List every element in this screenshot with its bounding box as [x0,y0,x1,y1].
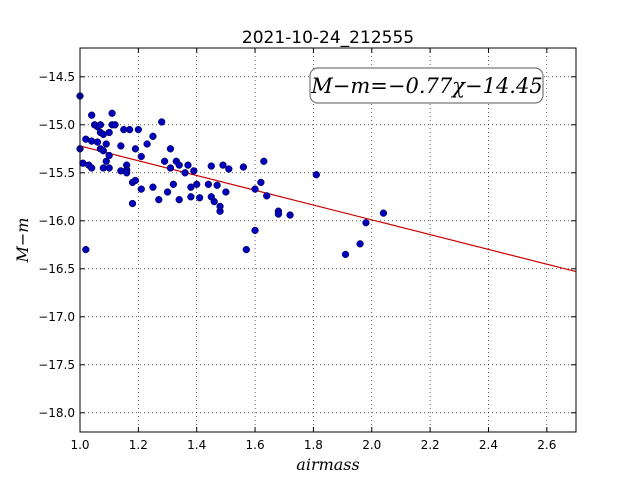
data-point [93,138,102,146]
y-tick-labels: −14.5 −15.0 −15.5 −16.0 −16.5 −17.0 −17.5 −18.0 [38,70,75,420]
annotation-box [309,67,544,104]
data-point [128,199,137,208]
x-tick-label: 1.2 [129,438,148,452]
data-point [163,188,172,196]
data-point [379,209,388,217]
data-point [108,109,116,117]
data-point [193,180,201,188]
data-point [274,210,283,218]
data-point [134,125,143,134]
data-point [125,125,134,134]
data-point [131,145,140,153]
y-tick-label: −14.5 [38,70,75,84]
data-point [175,196,183,204]
data-point [263,192,271,200]
data-point [102,157,110,165]
data-point [216,207,224,215]
data-point [190,167,198,175]
data-point [105,128,113,137]
data-point [143,140,151,148]
data-point [260,157,268,165]
plot-frame [79,47,577,433]
data-point [155,196,163,204]
data-point [166,145,175,153]
data-point [131,176,140,185]
x-tick-label: 1.0 [70,438,89,452]
x-tick-label: 1.4 [187,438,206,452]
data-point [105,151,113,160]
y-tick-label: −15.0 [38,118,75,132]
data-point [175,161,183,169]
data-point [169,180,178,188]
data-point [160,157,169,165]
data-point [219,161,227,169]
y-tick-label: −16.0 [38,214,75,228]
data-point [257,178,265,187]
equation-annotation: M−m=−0.77χ−14.45 [309,67,544,104]
data-points [76,92,388,259]
x-tick-label: 2.2 [421,438,440,452]
data-point [96,121,105,129]
data-point [213,181,221,189]
data-point [187,183,195,191]
x-tick-label: 2.6 [537,438,556,452]
x-tick-label: 2.0 [362,438,381,452]
y-tick-label: −17.5 [38,358,75,372]
data-point [362,219,370,227]
data-point [88,111,96,119]
data-point [166,164,175,172]
data-point [356,240,364,248]
data-point [123,169,131,177]
fit-line [79,145,577,273]
data-point [82,245,90,254]
annotation-text: M−m=−0.77χ−14.45 [310,74,542,98]
data-point [181,169,189,177]
data-point [210,197,218,206]
data-point [149,132,157,140]
x-tick-labels: 1.0 1.2 1.4 1.6 1.8 2.0 2.2 2.4 2.6 [70,438,556,452]
axis-ticks [79,48,576,432]
grid [79,48,576,432]
data-point [225,165,233,173]
data-point [251,226,259,235]
data-point [102,140,110,148]
data-point [105,164,113,172]
data-point [341,250,350,259]
data-point [207,162,215,170]
data-point [251,185,259,193]
data-point [187,193,195,201]
fit-layer [79,145,577,273]
y-tick-label: −17.0 [38,310,75,324]
x-tick-label: 1.8 [304,438,323,452]
y-tick-label: −18.0 [38,406,75,420]
data-point [149,183,157,191]
data-point [158,118,166,126]
data-point [137,185,145,193]
x-tick-label: 1.6 [246,438,265,452]
data-point [184,161,192,169]
data-point [117,142,125,150]
data-point [99,147,107,155]
data-point [88,164,96,172]
data-point [137,152,145,161]
data-point [222,188,230,196]
data-point [111,121,119,129]
data-point [195,194,204,202]
x-tick-label: 2.4 [479,438,498,452]
x-axis-label: airmass [296,455,359,474]
data-point [204,180,213,188]
y-axis-label: M−m [13,218,32,264]
data-point [239,163,248,171]
data-point [312,171,320,179]
data-point [242,245,250,254]
y-tick-label: −16.5 [38,262,75,276]
chart-title: 2021-10-24_212555 [242,28,414,48]
data-point [286,211,294,219]
y-tick-label: −15.5 [38,166,75,180]
